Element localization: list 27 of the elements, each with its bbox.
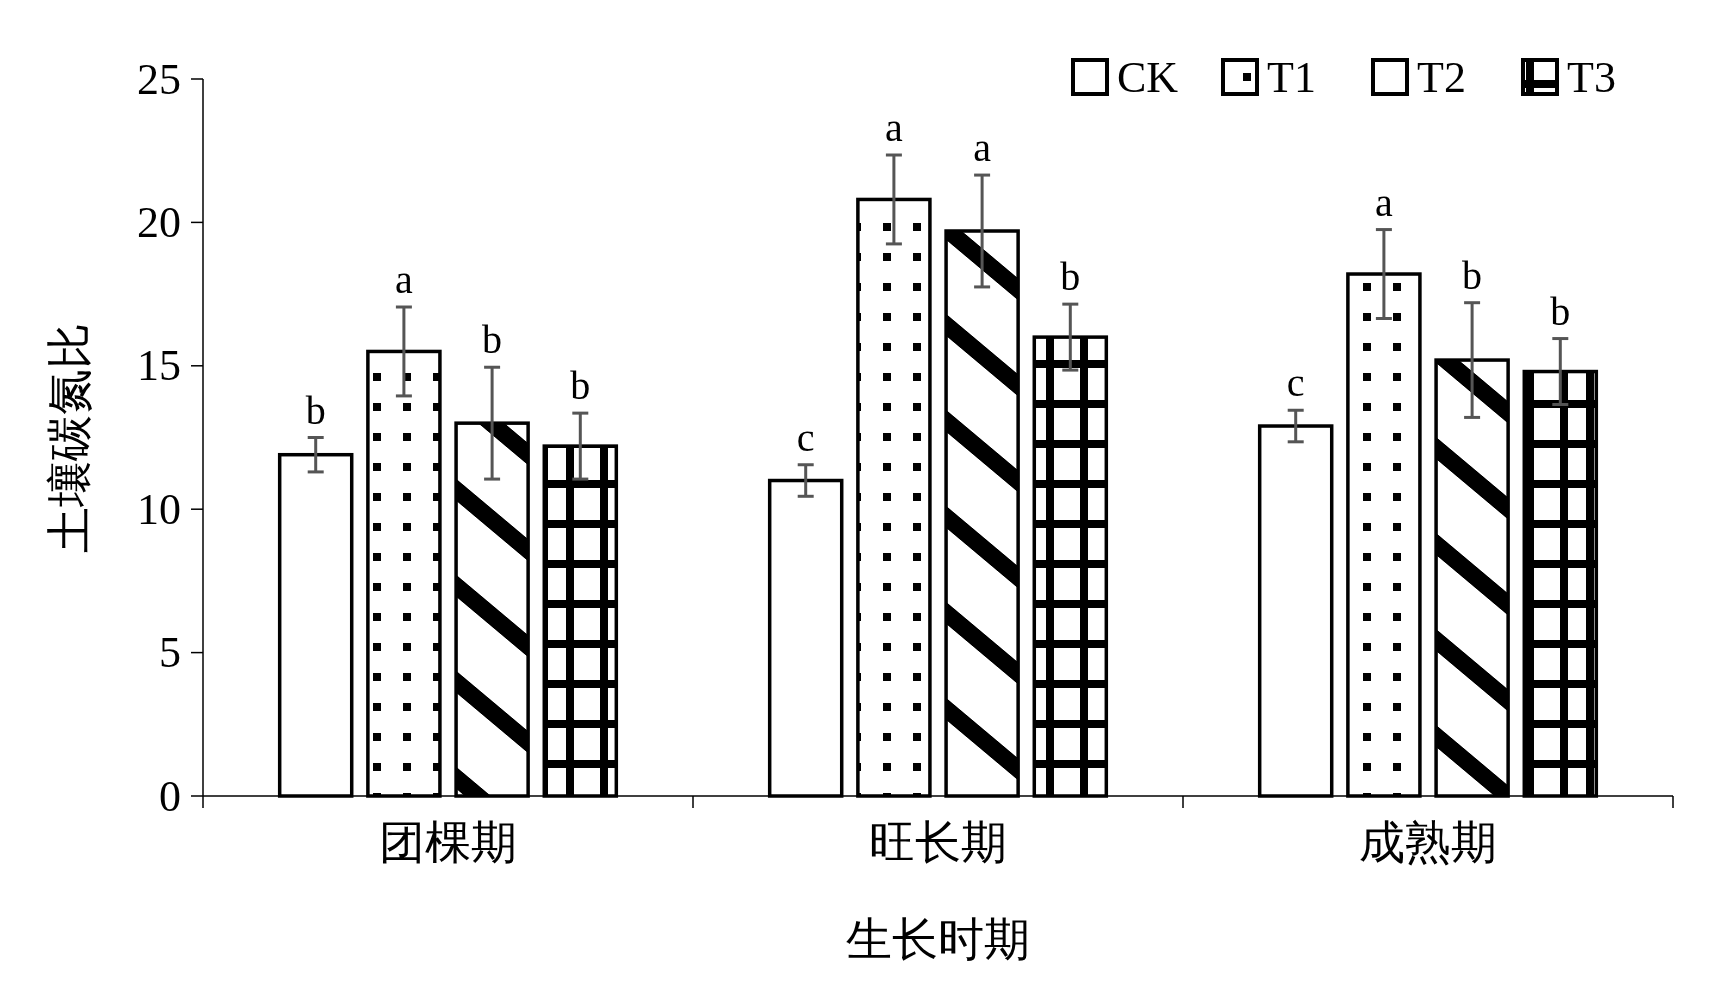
- data-label: a: [1375, 179, 1394, 225]
- data-label: b: [1462, 252, 1483, 298]
- legend-label: CK: [1117, 52, 1179, 102]
- data-label: a: [885, 105, 904, 150]
- data-label: c: [1286, 360, 1305, 406]
- legend-label: T3: [1567, 52, 1616, 102]
- y-tick-label: 0: [159, 771, 181, 821]
- y-tick-label: 15: [137, 341, 181, 391]
- y-axis-title: 土壤碳氮比: [44, 322, 95, 553]
- legend-label: T2: [1417, 52, 1466, 102]
- x-tick-label: 旺长期: [869, 817, 1007, 868]
- x-axis-title: 生长时期: [846, 914, 1030, 965]
- x-tick-label: 成熟期: [1359, 817, 1497, 868]
- data-label: a: [395, 257, 414, 303]
- y-tick-label: 25: [137, 54, 181, 104]
- data-label: b: [1060, 254, 1081, 300]
- legend-label: T1: [1267, 52, 1316, 102]
- data-label: c: [796, 414, 815, 460]
- x-tick-label: 团棵期: [379, 817, 517, 868]
- data-label: b: [305, 387, 326, 433]
- data-label: b: [482, 317, 503, 363]
- y-tick-label: 10: [137, 484, 181, 534]
- y-tick-label: 5: [159, 628, 181, 678]
- data-label: b: [570, 363, 591, 409]
- data-label: a: [973, 125, 992, 171]
- y-tick-label: 20: [137, 197, 181, 247]
- data-label: b: [1550, 288, 1571, 334]
